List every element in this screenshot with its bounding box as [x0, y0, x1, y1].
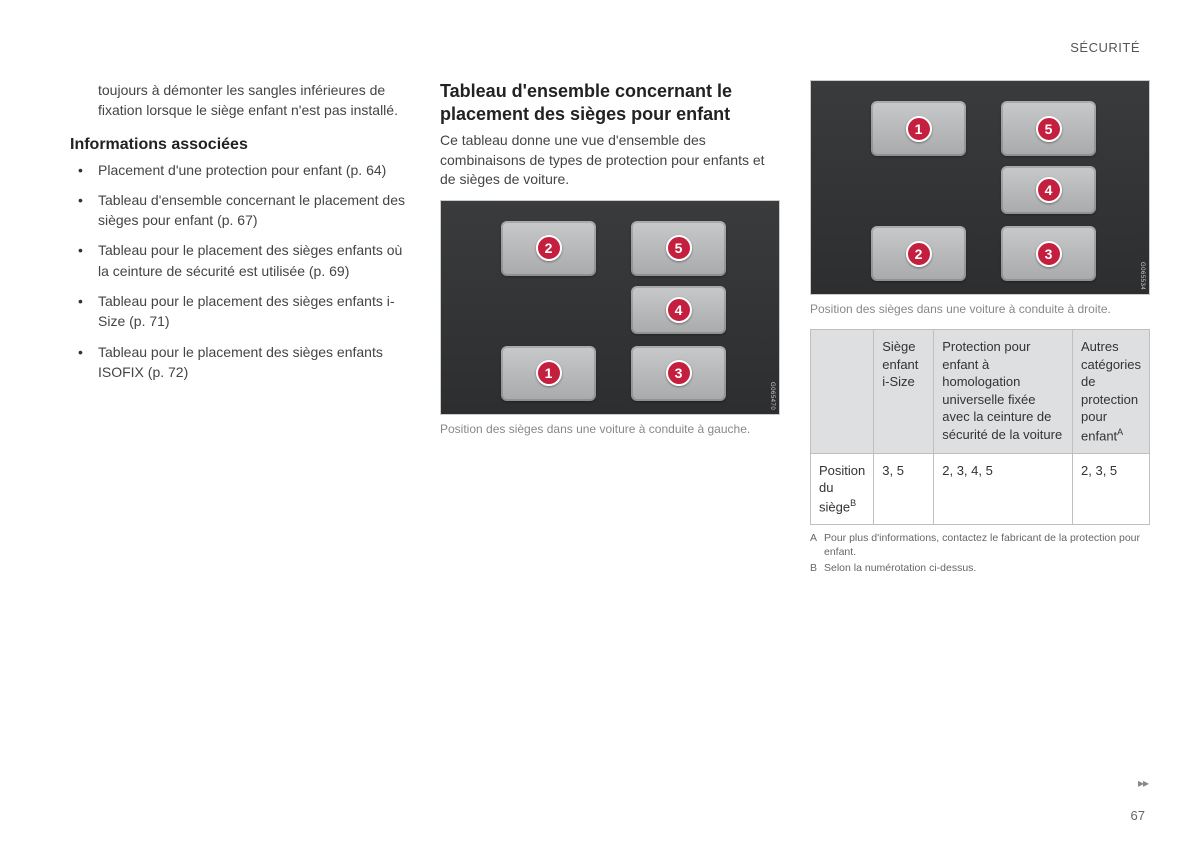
seat-number-badge: 3	[1036, 241, 1062, 267]
table-footnotes: A Pour plus d'informations, contactez le…	[810, 531, 1150, 576]
page-number: 67	[1131, 808, 1145, 823]
continue-marker: ▸▸	[1138, 776, 1148, 790]
row-label: Position du siègeB	[811, 453, 874, 524]
footnote: B Selon la numérotation ci-dessus.	[810, 561, 1150, 575]
footnote: A Pour plus d'informations, contactez le…	[810, 531, 1150, 559]
seat-number-badge: 5	[666, 235, 692, 261]
column-1: toujours à démonter les sangles inférieu…	[70, 80, 410, 577]
table-cell: 2, 3, 4, 5	[934, 453, 1073, 524]
related-info-list: Placement d'une protection pour enfant (…	[70, 160, 410, 383]
seat-number-badge: 1	[906, 116, 932, 142]
seat-diagram-left: G065470 2 5 4 1 3	[440, 200, 780, 415]
seat-number-badge: 5	[1036, 116, 1062, 142]
diagram-caption-right: Position des sièges dans une voiture à c…	[810, 301, 1150, 317]
table-cell: 3, 5	[874, 453, 934, 524]
table-header: Siège enfant i-Size	[874, 330, 934, 454]
column-2: Tableau d'ensemble concernant le placeme…	[440, 80, 780, 577]
section-intro: Ce tableau donne une vue d'ensemble des …	[440, 131, 780, 190]
list-item: Tableau pour le placement des sièges enf…	[70, 240, 410, 281]
seat-number-badge: 4	[1036, 177, 1062, 203]
seat-number-badge: 2	[906, 241, 932, 267]
list-item: Tableau pour le placement des sièges enf…	[70, 342, 410, 383]
seat-number-badge: 1	[536, 360, 562, 386]
table-row: Position du siègeB 3, 5 2, 3, 4, 5 2, 3,…	[811, 453, 1150, 524]
table-header-empty	[811, 330, 874, 454]
section-title: Tableau d'ensemble concernant le placeme…	[440, 80, 780, 125]
section-header: SÉCURITÉ	[70, 40, 1150, 55]
table-header: Protection pour enfant à homologation un…	[934, 330, 1073, 454]
list-item: Placement d'une protection pour enfant (…	[70, 160, 410, 180]
related-info-heading: Informations associées	[70, 136, 410, 154]
table-header: Autres catégories de protection pour enf…	[1073, 330, 1150, 454]
page-columns: toujours à démonter les sangles inférieu…	[70, 80, 1150, 577]
seat-number-badge: 2	[536, 235, 562, 261]
image-code: G065534	[1139, 262, 1145, 290]
seat-number-badge: 3	[666, 360, 692, 386]
diagram-caption-left: Position des sièges dans une voiture à c…	[440, 421, 780, 437]
list-item: Tableau d'ensemble concernant le placeme…	[70, 190, 410, 231]
list-item: Tableau pour le placement des sièges enf…	[70, 291, 410, 332]
seat-position-table: Siège enfant i-Size Protection pour enfa…	[810, 329, 1150, 525]
image-code: G065470	[769, 382, 775, 410]
seat-diagram-right: G065534 1 5 4 2 3	[810, 80, 1150, 295]
table-cell: 2, 3, 5	[1073, 453, 1150, 524]
column-3: G065534 1 5 4 2 3 Position des sièges dans u…	[810, 80, 1150, 577]
seat-number-badge: 4	[666, 297, 692, 323]
lead-paragraph: toujours à démonter les sangles inférieu…	[70, 80, 410, 121]
